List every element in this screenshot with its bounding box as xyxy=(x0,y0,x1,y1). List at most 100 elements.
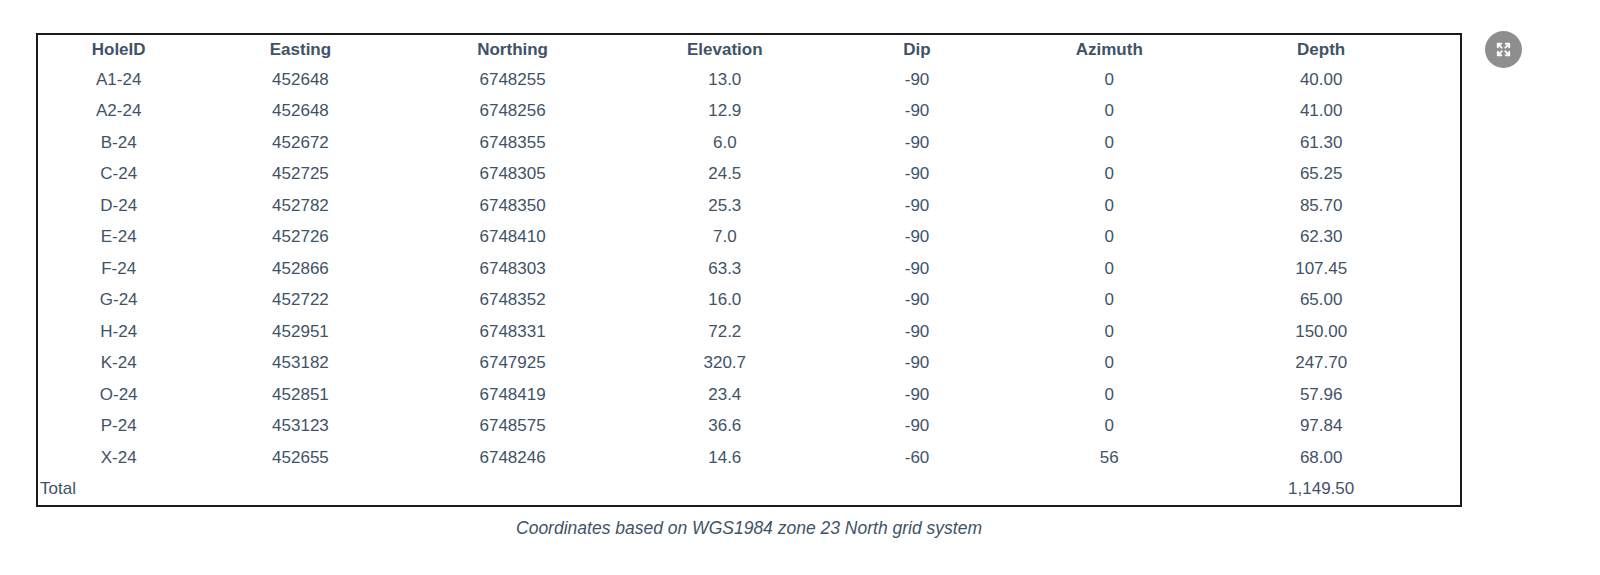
table-cell: 107.45 xyxy=(1210,253,1461,285)
table-cell: 453182 xyxy=(199,348,401,380)
table-cell: E-24 xyxy=(37,222,199,254)
table-cell: 0 xyxy=(1008,96,1210,128)
table-cell: 65.25 xyxy=(1210,159,1461,191)
table-cell: 6748352 xyxy=(402,285,624,317)
table-cell: G-24 xyxy=(37,285,199,317)
table-cell: 0 xyxy=(1008,285,1210,317)
table-cell: 452648 xyxy=(199,96,401,128)
table-cell: B-24 xyxy=(37,127,199,159)
table-cell: 14.6 xyxy=(624,442,826,474)
table-cell: 16.0 xyxy=(624,285,826,317)
total-label: Total xyxy=(37,474,199,507)
table-cell: -90 xyxy=(826,253,1008,285)
expand-arrows-icon xyxy=(1494,40,1513,59)
table-cell: 72.2 xyxy=(624,316,826,348)
table-row: P-24453123674857536.6-90097.84 xyxy=(37,411,1461,443)
table-cell: 6748255 xyxy=(402,64,624,96)
table-row: X-24452655674824614.6-605668.00 xyxy=(37,442,1461,474)
table-row: C-24452725674830524.5-90065.25 xyxy=(37,159,1461,191)
empty-cell xyxy=(826,474,1008,507)
table-cell: 452722 xyxy=(199,285,401,317)
header-row: HoleIDEastingNorthingElevationDipAzimuth… xyxy=(37,34,1461,64)
table-row: K-244531826747925320.7-900247.70 xyxy=(37,348,1461,380)
table-cell: 12.9 xyxy=(624,96,826,128)
table-cell: 57.96 xyxy=(1210,379,1461,411)
table-cell: 65.00 xyxy=(1210,285,1461,317)
total-depth-value: 1,149.50 xyxy=(1210,474,1461,507)
table-cell: 0 xyxy=(1008,253,1210,285)
table-cell: 452648 xyxy=(199,64,401,96)
table-cell: P-24 xyxy=(37,411,199,443)
table-cell: 320.7 xyxy=(624,348,826,380)
column-header-azimuth: Azimuth xyxy=(1008,34,1210,64)
table-cell: 0 xyxy=(1008,348,1210,380)
column-header-elevation: Elevation xyxy=(624,34,826,64)
table-cell: H-24 xyxy=(37,316,199,348)
table-cell: 13.0 xyxy=(624,64,826,96)
table-cell: 56 xyxy=(1008,442,1210,474)
table-cell: 6748419 xyxy=(402,379,624,411)
table-header-row: HoleIDEastingNorthingElevationDipAzimuth… xyxy=(37,34,1461,64)
table-cell: K-24 xyxy=(37,348,199,380)
table-cell: -90 xyxy=(826,127,1008,159)
table-cell: -90 xyxy=(826,159,1008,191)
column-header-depth: Depth xyxy=(1210,34,1461,64)
table-cell: C-24 xyxy=(37,159,199,191)
table-cell: -90 xyxy=(826,190,1008,222)
fullscreen-button[interactable] xyxy=(1485,31,1522,68)
table-cell: 24.5 xyxy=(624,159,826,191)
table-row: E-2445272667484107.0-90062.30 xyxy=(37,222,1461,254)
table-row: O-24452851674841923.4-90057.96 xyxy=(37,379,1461,411)
table-cell: -90 xyxy=(826,379,1008,411)
table-cell: 61.30 xyxy=(1210,127,1461,159)
table-cell: F-24 xyxy=(37,253,199,285)
table-row: A2-24452648674825612.9-90041.00 xyxy=(37,96,1461,128)
table-cell: 452672 xyxy=(199,127,401,159)
table-row: B-2445267267483556.0-90061.30 xyxy=(37,127,1461,159)
table-cell: 452782 xyxy=(199,190,401,222)
table-cell: -90 xyxy=(826,411,1008,443)
empty-cell xyxy=(402,474,624,507)
table-cell: 0 xyxy=(1008,159,1210,191)
table-cell: 6748331 xyxy=(402,316,624,348)
table-cell: 0 xyxy=(1008,190,1210,222)
table-cell: 40.00 xyxy=(1210,64,1461,96)
table-cell: 6748575 xyxy=(402,411,624,443)
table-cell: 6748246 xyxy=(402,442,624,474)
table-cell: 452725 xyxy=(199,159,401,191)
table-cell: 97.84 xyxy=(1210,411,1461,443)
table-cell: X-24 xyxy=(37,442,199,474)
table-cell: -90 xyxy=(826,285,1008,317)
table-cell: 7.0 xyxy=(624,222,826,254)
table-cell: A2-24 xyxy=(37,96,199,128)
table-cell: 150.00 xyxy=(1210,316,1461,348)
column-header-easting: Easting xyxy=(199,34,401,64)
table-cell: 6747925 xyxy=(402,348,624,380)
drillhole-table-container: HoleIDEastingNorthingElevationDipAzimuth… xyxy=(36,33,1462,507)
total-row: Total 1,149.50 xyxy=(37,474,1461,507)
empty-cell xyxy=(624,474,826,507)
table-cell: -90 xyxy=(826,64,1008,96)
table-cell: 85.70 xyxy=(1210,190,1461,222)
table-cell: 247.70 xyxy=(1210,348,1461,380)
table-cell: 452726 xyxy=(199,222,401,254)
table-cell: 6748350 xyxy=(402,190,624,222)
table-cell: A1-24 xyxy=(37,64,199,96)
table-cell: 0 xyxy=(1008,222,1210,254)
table-cell: O-24 xyxy=(37,379,199,411)
column-header-northing: Northing xyxy=(402,34,624,64)
table-cell: 41.00 xyxy=(1210,96,1461,128)
table-cell: -90 xyxy=(826,222,1008,254)
table-cell: 25.3 xyxy=(624,190,826,222)
table-cell: 6748410 xyxy=(402,222,624,254)
table-cell: 63.3 xyxy=(624,253,826,285)
table-row: F-24452866674830363.3-900107.45 xyxy=(37,253,1461,285)
table-cell: 452866 xyxy=(199,253,401,285)
table-cell: 0 xyxy=(1008,64,1210,96)
table-cell: 452851 xyxy=(199,379,401,411)
table-cell: 6.0 xyxy=(624,127,826,159)
table-cell: -60 xyxy=(826,442,1008,474)
table-cell: 62.30 xyxy=(1210,222,1461,254)
drillhole-table: HoleIDEastingNorthingElevationDipAzimuth… xyxy=(36,33,1462,507)
column-header-holeid: HoleID xyxy=(37,34,199,64)
